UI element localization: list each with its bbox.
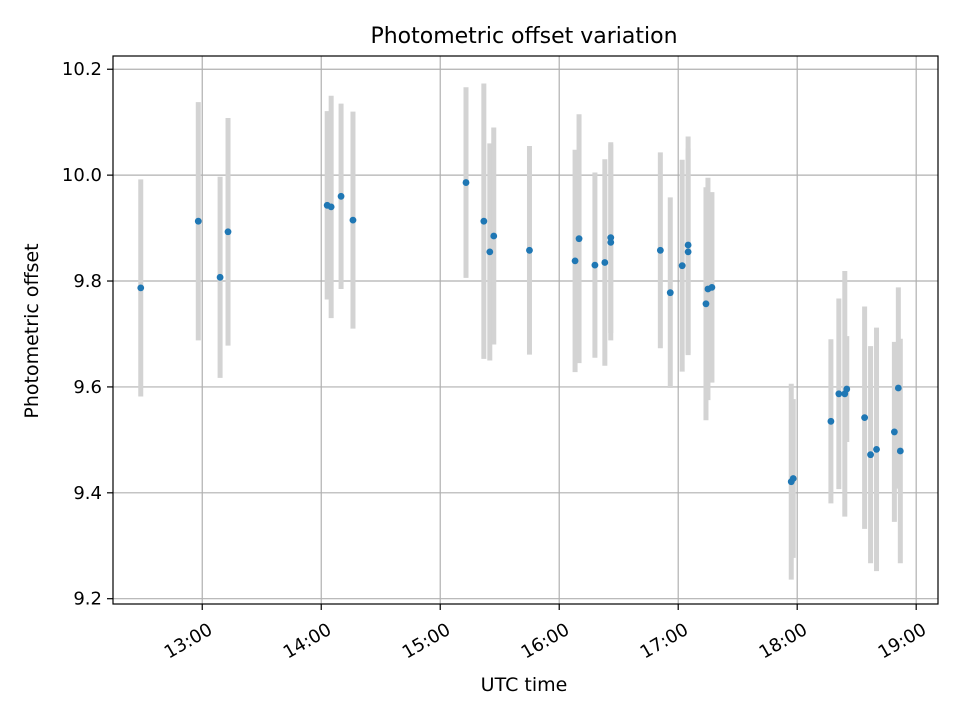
chart-title: Photometric offset variation (370, 24, 677, 49)
data-point (867, 451, 874, 459)
data-point (835, 390, 843, 398)
data-point (684, 248, 692, 256)
y-tick-label: 9.6 (73, 377, 102, 398)
data-point (327, 203, 335, 211)
data-point (861, 414, 869, 422)
x-axis-title: UTC time (481, 674, 568, 696)
data-point (702, 300, 710, 308)
data-point (575, 235, 583, 243)
data-point (137, 284, 145, 292)
data-point (708, 283, 716, 291)
data-point (607, 238, 615, 246)
data-point (896, 447, 904, 455)
y-tick-label: 10.0 (62, 165, 102, 186)
data-point (666, 289, 674, 297)
data-point (656, 246, 664, 254)
grid-layer (113, 56, 938, 604)
y-tick-label: 9.4 (73, 483, 102, 504)
data-point (571, 257, 579, 265)
data-point (607, 234, 615, 242)
y-tick-label: 9.8 (73, 271, 102, 292)
y-tick-label: 10.2 (62, 59, 102, 80)
data-point (591, 261, 599, 269)
data-point (480, 217, 488, 225)
data-point (349, 216, 357, 224)
data-point (827, 417, 835, 425)
data-point (873, 445, 880, 453)
data-point (894, 384, 902, 392)
data-point (843, 385, 851, 393)
data-point (890, 428, 898, 436)
data-point (337, 192, 345, 200)
plot-frame (112, 55, 939, 605)
data-point (462, 179, 470, 186)
data-point (684, 241, 692, 249)
data-point (194, 217, 202, 225)
y-axis-title: Photometric offset (21, 243, 43, 418)
data-point (216, 273, 224, 281)
point-layer (137, 179, 904, 486)
data-point (224, 228, 232, 236)
data-point (601, 259, 609, 266)
data-point (526, 246, 533, 254)
data-point (678, 262, 686, 270)
data-point (486, 248, 494, 256)
y-tick-label: 9.2 (73, 589, 102, 610)
data-point (490, 232, 498, 240)
data-point (789, 475, 797, 482)
